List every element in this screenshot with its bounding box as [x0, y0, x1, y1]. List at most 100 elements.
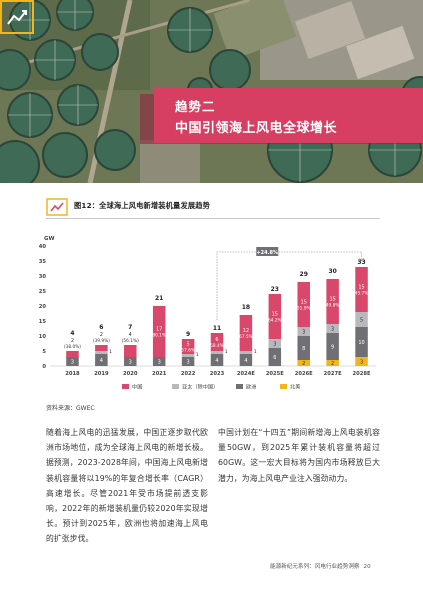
bar-value-label: 4 [244, 358, 247, 364]
bar-segment [326, 324, 339, 333]
legend-swatch [172, 384, 179, 389]
bar-value-label: 2 [331, 361, 334, 367]
bar-value-label: 9 [331, 345, 334, 351]
legend-swatch [122, 384, 129, 389]
bar-segment [268, 339, 282, 348]
page-number: 20 [363, 564, 371, 570]
x-tick-label: 2026E [295, 371, 313, 377]
bar-segment [297, 327, 310, 336]
bar-total-label: 30 [328, 268, 336, 275]
legend-swatch [280, 384, 287, 389]
chart-source: 资料来源：GWEC [46, 405, 95, 412]
bar-segment [95, 354, 108, 366]
bar-value-label: 4 [215, 358, 218, 364]
cagr-badge [256, 247, 279, 256]
legend-label: 中国 [132, 383, 142, 391]
cagr-arrow [359, 257, 364, 262]
bar-value-label: 15 [358, 285, 364, 291]
bar-value-label: 4 [100, 358, 103, 364]
x-tick-label: 2019 [94, 371, 109, 377]
bar-value-label: 5 [360, 318, 363, 324]
chart-divider [46, 218, 380, 219]
bar-segment [66, 351, 79, 357]
cagr-label: +24.8% [256, 250, 278, 256]
title-band [154, 88, 423, 143]
bar-total-label: 11 [213, 325, 221, 332]
bar-segment [210, 351, 224, 354]
chart-icon [46, 198, 68, 216]
y-tick-label: 35 [39, 259, 47, 265]
bar-value-label: 17 [156, 327, 162, 333]
bar-value-label: 5 [186, 342, 189, 348]
y-tick-label: 10 [39, 334, 47, 340]
bar-total-label: 4 [70, 330, 74, 337]
bar-segment [297, 360, 310, 366]
bar-segment [124, 357, 137, 366]
x-tick-label: 2020 [123, 371, 138, 377]
x-tick-label: 2023 [210, 371, 225, 377]
share-label: (45.7%) [353, 291, 370, 297]
bar-value-label: 3 [302, 330, 305, 336]
bar-value-label: 1 [225, 349, 228, 355]
share-label: (51.9%) [295, 306, 312, 312]
chart-header: 图12：全球海上风电新增装机量发展趋势 [46, 196, 380, 220]
bar-value-label: 6 [215, 337, 218, 343]
bar-segment [124, 345, 137, 357]
bar-segment [95, 345, 108, 351]
bar-segment [152, 306, 166, 357]
cagr-bracket [216, 251, 362, 320]
bar-segment [355, 357, 368, 366]
body-paragraph-left: 随着海上风电的迅猛发展，中国正逐步取代欧洲市场地位，成为全球海上风电的新增长极。… [46, 428, 208, 544]
trend-title: 中国引领海上风电全球增长 [175, 121, 338, 136]
share-label: (57.6%) [180, 348, 197, 354]
bar-value-label: 4 [129, 332, 132, 338]
stacked-bar-chart: GW051015202530354032(38.0%)42018412(39.9… [39, 236, 376, 391]
hero-photo: 趋势二 中国引领海上风电全球增长 [0, 0, 423, 183]
bar-segment [239, 315, 253, 351]
bar-value-label: 15 [272, 312, 278, 318]
bar-segment [181, 339, 195, 354]
bar-total-label: 18 [242, 304, 250, 311]
share-label: (64.2%) [266, 318, 283, 324]
share-label: (56.1%) [122, 338, 139, 344]
bar-value-label: 3 [273, 342, 276, 348]
y-tick-label: 0 [42, 364, 46, 370]
body-paragraph-right: 中国计划在“十四五”期间新增海上风电装机容量50GW，到2025年累计装机容量将… [218, 428, 380, 483]
bar-segment [326, 279, 339, 324]
wind-chart-icon [0, 0, 34, 34]
bar-segment [239, 351, 253, 354]
x-tick-label: 2018 [65, 371, 80, 377]
bar-value-label: 3 [158, 360, 161, 366]
bar-segment [95, 351, 108, 354]
y-axis-label: GW [44, 236, 55, 242]
y-tick-label: 40 [39, 244, 47, 250]
bar-value-label: 3 [129, 360, 132, 366]
bar-value-label: 15 [301, 300, 307, 306]
x-tick-label: 2028E [353, 371, 371, 377]
legend-label: 欧洲 [246, 383, 256, 391]
share-label: (80.1%) [151, 333, 168, 339]
bar-value-label: 8 [302, 346, 305, 352]
bar-total-label: 23 [271, 286, 279, 293]
bar-segment [355, 312, 368, 327]
bar-value-label: 2 [71, 338, 74, 344]
bar-value-label: 1 [196, 352, 199, 358]
bar-value-label: 12 [243, 328, 249, 334]
bar-segment [210, 333, 224, 351]
x-tick-label: 2027E [324, 371, 342, 377]
bar-value-label: 15 [329, 297, 335, 303]
x-tick-label: 2021 [152, 371, 167, 377]
bar-value-label: 3 [331, 327, 334, 333]
bar-segment [239, 354, 253, 366]
legend-swatch [236, 384, 243, 389]
bar-segment [152, 357, 166, 366]
x-tick-label: 2022 [181, 371, 196, 377]
bar-value-label: 2 [302, 361, 305, 367]
y-tick-label: 15 [39, 319, 47, 325]
legend-label: 北美 [290, 383, 300, 391]
bar-total-label: 7 [128, 324, 132, 331]
bar-total-label: 29 [300, 271, 308, 278]
share-label: (39.9%) [93, 338, 110, 344]
series-title: 能源新纪元系列：风电行业趋势洞察 [270, 564, 360, 570]
bar-segment [326, 333, 339, 360]
